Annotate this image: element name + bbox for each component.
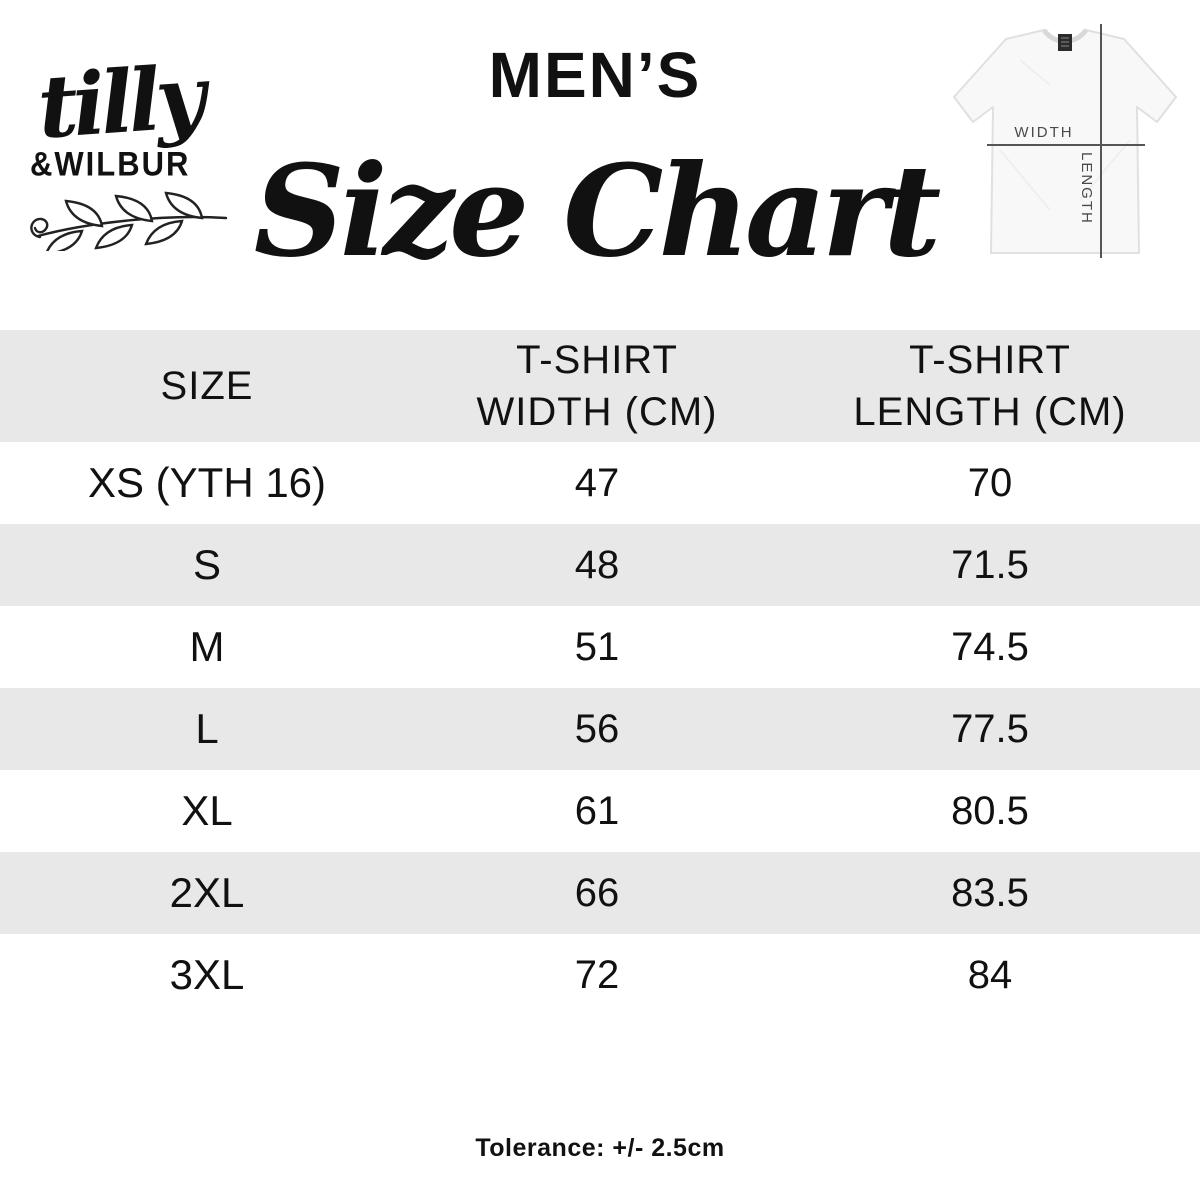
size-label: 2XL	[169, 869, 245, 916]
size-table: SIZE T-SHIRT WIDTH (CM) T-SHIRT LENGTH (…	[0, 330, 1200, 1016]
length-value: 84	[967, 952, 1013, 997]
width-value: 72	[574, 952, 620, 997]
width-value: 47	[574, 460, 620, 505]
length-value: 70	[967, 460, 1013, 505]
table-row: 2XL 66 83.5	[0, 852, 1200, 934]
length-value: 77.5	[951, 706, 1029, 751]
size-label: S	[192, 541, 221, 588]
tolerance-note: Tolerance: +/- 2.5cm	[475, 1134, 725, 1162]
column-header-size: SIZE	[160, 364, 254, 408]
table-row: L 56 77.5	[0, 688, 1200, 770]
table-row: XS (YTH 16) 47 70	[0, 442, 1200, 524]
table-header-row: SIZE T-SHIRT WIDTH (CM) T-SHIRT LENGTH (…	[0, 330, 1200, 442]
table-row: M 51 74.5	[0, 606, 1200, 688]
table-row: 3XL 72 84	[0, 934, 1200, 1016]
width-value: 66	[574, 870, 620, 915]
column-header-width: T-SHIRT WIDTH (CM)	[476, 338, 718, 434]
table-row: XL 61 80.5	[0, 770, 1200, 852]
brand-name-caps: &WILBUR	[30, 143, 191, 184]
size-label: 3XL	[169, 951, 245, 998]
width-value: 61	[574, 788, 620, 833]
length-value: 80.5	[951, 788, 1029, 833]
brand-logo: tilly &WILBUR	[30, 47, 260, 256]
width-label: WIDTH	[1014, 124, 1073, 141]
category-heading: MEN’S	[488, 39, 702, 111]
length-value: 83.5	[951, 870, 1029, 915]
width-value: 56	[574, 706, 620, 751]
width-value: 48	[574, 542, 620, 587]
page-title: Size Chart	[253, 137, 942, 285]
size-label: XS (YTH 16)	[87, 459, 327, 506]
tshirt-shape	[953, 29, 1177, 254]
width-value: 51	[574, 624, 620, 669]
column-header-length: T-SHIRT LENGTH (CM)	[853, 338, 1127, 434]
length-label: LENGTH	[1078, 152, 1095, 225]
size-label: L	[195, 705, 219, 752]
length-value: 74.5	[951, 624, 1029, 669]
size-label: M	[189, 623, 225, 670]
size-label: XL	[181, 787, 233, 834]
length-value: 71.5	[951, 542, 1029, 587]
table-row: S 48 71.5	[0, 524, 1200, 606]
tshirt-diagram: WIDTH LENGTH	[953, 24, 1177, 258]
